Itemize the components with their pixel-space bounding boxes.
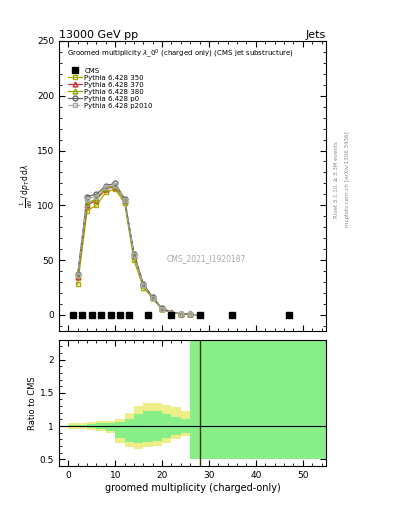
Pythia 6.428 p0 [113, 180, 118, 186]
Line: Pythia 6.428 p0: Pythia 6.428 p0 [75, 181, 202, 317]
Pythia 6.428 p2010 [169, 310, 174, 316]
Pythia 6.428 p2010 [122, 197, 127, 203]
CMS [146, 312, 151, 318]
Pythia 6.428 350 [75, 281, 80, 287]
Pythia 6.428 p0 [188, 311, 193, 317]
Pythia 6.428 350 [169, 310, 174, 316]
Pythia 6.428 370 [94, 197, 99, 203]
Pythia 6.428 p2010 [75, 272, 80, 279]
Pythia 6.428 p2010 [141, 282, 146, 288]
CMS [286, 312, 291, 318]
Pythia 6.428 p2010 [132, 251, 136, 258]
Pythia 6.428 380 [151, 295, 155, 302]
Pythia 6.428 350 [103, 189, 108, 195]
Pythia 6.428 380 [113, 183, 118, 189]
Pythia 6.428 380 [188, 311, 193, 317]
Pythia 6.428 p0 [132, 250, 136, 257]
Pythia 6.428 380 [132, 252, 136, 259]
Pythia 6.428 p0 [197, 312, 202, 318]
Pythia 6.428 p0 [169, 310, 174, 316]
Pythia 6.428 370 [188, 311, 193, 317]
Pythia 6.428 380 [141, 282, 146, 288]
Text: Jets: Jets [306, 30, 326, 40]
Pythia 6.428 380 [94, 196, 99, 202]
Line: Pythia 6.428 370: Pythia 6.428 370 [75, 184, 202, 317]
Pythia 6.428 370 [197, 312, 202, 318]
Pythia 6.428 370 [178, 311, 183, 317]
Pythia 6.428 350 [151, 295, 155, 302]
Pythia 6.428 370 [113, 184, 118, 190]
Pythia 6.428 p0 [94, 191, 99, 198]
Pythia 6.428 p2010 [151, 295, 155, 301]
Pythia 6.428 370 [122, 197, 127, 203]
Text: Rivet 3.1.10, ≥ 3.3M events: Rivet 3.1.10, ≥ 3.3M events [334, 141, 338, 218]
Pythia 6.428 350 [197, 312, 202, 318]
Pythia 6.428 380 [103, 185, 108, 191]
CMS [80, 312, 85, 318]
Y-axis label: $\frac{1}{\mathrm{d}N}\,/\,\mathrm{d}p_T\,\mathrm{d}\,\mathrm{d}\lambda$: $\frac{1}{\mathrm{d}N}\,/\,\mathrm{d}p_T… [19, 164, 35, 208]
Pythia 6.428 350 [132, 257, 136, 263]
Pythia 6.428 380 [169, 310, 174, 316]
Pythia 6.428 350 [141, 285, 146, 291]
Pythia 6.428 380 [85, 200, 90, 206]
Pythia 6.428 p2010 [113, 181, 118, 187]
CMS [99, 312, 103, 318]
Line: Pythia 6.428 350: Pythia 6.428 350 [75, 186, 202, 317]
Pythia 6.428 370 [169, 309, 174, 315]
Text: CMS_2021_I1920187: CMS_2021_I1920187 [166, 254, 246, 263]
Line: Pythia 6.428 380: Pythia 6.428 380 [75, 183, 202, 317]
Pythia 6.428 350 [178, 311, 183, 317]
Pythia 6.428 p2010 [103, 184, 108, 190]
Pythia 6.428 350 [94, 202, 99, 208]
Pythia 6.428 370 [85, 202, 90, 208]
Pythia 6.428 p2010 [160, 306, 164, 312]
CMS [127, 312, 132, 318]
Pythia 6.428 p2010 [94, 194, 99, 200]
Pythia 6.428 350 [160, 306, 164, 312]
Text: mcplots.cern.ch [arXiv:1306.3436]: mcplots.cern.ch [arXiv:1306.3436] [345, 132, 350, 227]
Pythia 6.428 p0 [178, 311, 183, 317]
Pythia 6.428 p2010 [188, 311, 193, 317]
CMS [71, 312, 75, 318]
Pythia 6.428 380 [197, 312, 202, 318]
Pythia 6.428 380 [178, 311, 183, 317]
Text: 13000 GeV pp: 13000 GeV pp [59, 30, 138, 40]
Pythia 6.428 p0 [75, 271, 80, 278]
Pythia 6.428 370 [75, 273, 80, 280]
Pythia 6.428 370 [141, 281, 146, 287]
CMS [197, 312, 202, 318]
Pythia 6.428 380 [122, 198, 127, 204]
Pythia 6.428 380 [75, 272, 80, 279]
Pythia 6.428 p2010 [85, 196, 90, 202]
CMS [169, 312, 174, 318]
Pythia 6.428 350 [113, 186, 118, 192]
Pythia 6.428 370 [160, 305, 164, 311]
Text: Groomed multiplicity $\lambda\_0^0$ (charged only) (CMS jet substructure): Groomed multiplicity $\lambda\_0^0$ (cha… [67, 47, 294, 59]
Pythia 6.428 370 [132, 251, 136, 258]
Pythia 6.428 350 [122, 200, 127, 206]
Pythia 6.428 370 [151, 294, 155, 301]
Pythia 6.428 p0 [103, 183, 108, 189]
Legend: CMS, Pythia 6.428 350, Pythia 6.428 370, Pythia 6.428 380, Pythia 6.428 p0, Pyth: CMS, Pythia 6.428 350, Pythia 6.428 370,… [68, 68, 153, 109]
CMS [230, 312, 235, 318]
Pythia 6.428 p0 [122, 196, 127, 202]
X-axis label: groomed multiplicity (charged-only): groomed multiplicity (charged-only) [105, 482, 281, 493]
Pythia 6.428 350 [188, 311, 193, 317]
CMS [90, 312, 94, 318]
Y-axis label: Ratio to CMS: Ratio to CMS [28, 376, 37, 430]
CMS [118, 312, 122, 318]
Pythia 6.428 370 [103, 186, 108, 192]
CMS [108, 312, 113, 318]
Pythia 6.428 p0 [151, 294, 155, 301]
Pythia 6.428 p2010 [178, 311, 183, 317]
Pythia 6.428 380 [160, 306, 164, 312]
Pythia 6.428 p0 [85, 194, 90, 200]
Pythia 6.428 350 [85, 208, 90, 214]
Pythia 6.428 p0 [141, 281, 146, 287]
Pythia 6.428 p2010 [197, 312, 202, 318]
Pythia 6.428 p0 [160, 305, 164, 311]
Line: CMS: CMS [70, 312, 292, 317]
Line: Pythia 6.428 p2010: Pythia 6.428 p2010 [75, 182, 202, 317]
